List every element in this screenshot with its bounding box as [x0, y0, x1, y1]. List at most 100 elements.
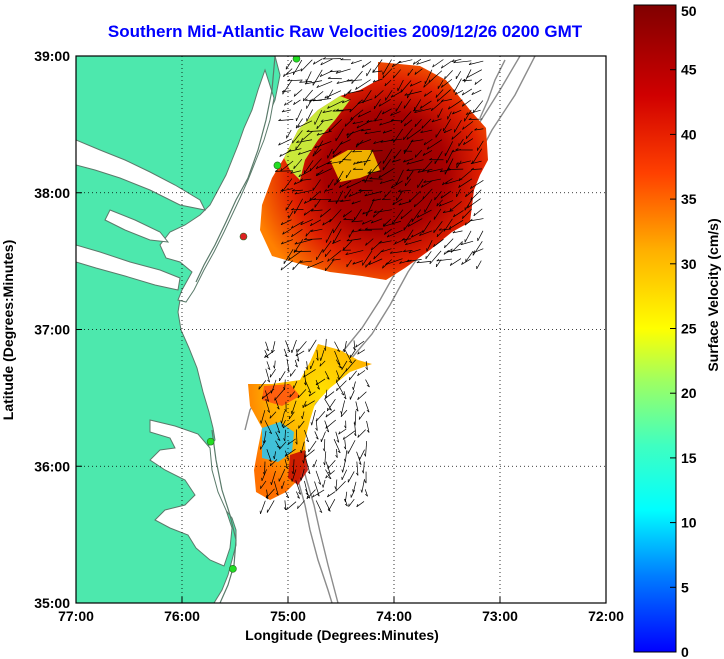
velocity-arrow — [458, 169, 472, 182]
velocity-arrowhead — [278, 118, 282, 121]
velocity-arrow — [310, 219, 322, 227]
velocity-arrow — [324, 391, 335, 399]
velocity-arrowhead — [455, 162, 459, 165]
velocity-arrow — [444, 141, 454, 157]
velocity-arrow — [294, 359, 298, 368]
velocity-arrow — [327, 250, 342, 262]
velocity-arrow — [422, 188, 433, 200]
velocity-arrow — [347, 471, 355, 483]
velocity-arrow — [411, 230, 424, 238]
velocity-arrow — [283, 249, 294, 265]
velocity-arrow — [271, 341, 276, 354]
velocity-arrowhead — [382, 223, 385, 227]
velocity-arrowhead — [279, 446, 281, 450]
velocity-arrow — [462, 121, 474, 130]
velocity-arrow — [308, 339, 317, 352]
velocity-arrowhead — [360, 489, 363, 493]
velocity-arrowhead — [385, 262, 388, 265]
velocity-arrowhead — [294, 241, 298, 245]
velocity-arrow — [426, 168, 443, 173]
velocity-arrowhead — [284, 409, 287, 412]
velocity-arrow — [472, 100, 484, 113]
velocity-arrow — [406, 168, 423, 171]
velocity-arrowhead — [458, 177, 461, 181]
velocity-arrow — [305, 459, 311, 474]
velocity-arrow — [364, 489, 368, 497]
station-marker — [273, 161, 282, 170]
velocity-arrow — [275, 440, 280, 448]
velocity-arrow — [469, 218, 484, 222]
velocity-arrowhead — [403, 136, 405, 140]
velocity-arrow — [364, 401, 370, 413]
velocity-arrow — [275, 431, 281, 441]
velocity-arrowhead — [413, 204, 416, 208]
velocity-arrowhead — [327, 471, 331, 475]
velocity-arrowhead — [451, 59, 455, 62]
velocity-arrowhead — [440, 195, 443, 199]
velocity-arrowhead — [419, 105, 422, 109]
velocity-arrow — [335, 479, 338, 490]
velocity-arrowhead — [313, 197, 317, 200]
velocity-arrow — [390, 138, 403, 141]
velocity-arrow — [384, 228, 392, 235]
velocity-arrowhead — [266, 348, 269, 352]
velocity-arrowhead — [269, 463, 272, 467]
velocity-arrowhead — [466, 75, 469, 79]
velocity-arrowhead — [340, 410, 342, 415]
velocity-arrow — [464, 230, 472, 243]
velocity-arrowhead — [444, 244, 446, 248]
colorbar-tick-label: 10 — [681, 515, 697, 531]
velocity-arrowhead — [406, 136, 409, 140]
velocity-arrow — [461, 258, 471, 265]
velocity-arrowhead — [295, 364, 298, 368]
velocity-arrowhead — [339, 184, 342, 188]
velocity-arrow — [315, 500, 323, 513]
velocity-arrow — [313, 459, 317, 468]
velocity-arrowhead — [455, 148, 459, 151]
velocity-arrowhead — [346, 132, 349, 136]
velocity-arrow — [346, 129, 363, 136]
velocity-arrow — [284, 379, 286, 390]
velocity-arrow — [406, 129, 422, 140]
velocity-arrow — [314, 140, 332, 149]
velocity-arrowhead — [266, 399, 269, 402]
velocity-arrowhead — [420, 130, 424, 133]
velocity-arrow — [352, 260, 364, 265]
velocity-arrowhead — [465, 193, 467, 197]
velocity-arrow — [352, 481, 357, 493]
velocity-arrow — [382, 129, 393, 134]
velocity-arrow — [266, 500, 275, 513]
velocity-arrow — [322, 479, 326, 488]
velocity-arrow — [335, 359, 342, 369]
velocity-arrowhead — [344, 503, 348, 507]
velocity-arrow — [352, 381, 356, 390]
velocity-arrow — [300, 219, 313, 226]
velocity-arrowhead — [300, 222, 303, 226]
velocity-arrow — [372, 198, 382, 202]
velocity-arrowhead — [336, 108, 339, 111]
velocity-arrow — [420, 129, 433, 134]
velocity-arrowhead — [327, 494, 330, 498]
velocity-arrowhead — [403, 159, 406, 163]
velocity-arrowhead — [290, 410, 293, 414]
velocity-arrow — [302, 400, 307, 409]
velocity-arrowhead — [338, 366, 342, 369]
velocity-arrow — [344, 498, 348, 507]
velocity-arrowhead — [392, 201, 395, 205]
velocity-arrow — [288, 411, 295, 420]
velocity-arrowhead — [356, 161, 359, 164]
velocity-arrowhead — [383, 224, 386, 227]
velocity-arrow — [433, 221, 443, 233]
velocity-arrow — [390, 90, 404, 98]
velocity-arrow — [465, 109, 481, 115]
velocity-arrow — [344, 439, 347, 450]
velocity-arrowhead — [297, 152, 301, 155]
velocity-arrow — [344, 450, 348, 462]
velocity-arrow — [293, 180, 303, 185]
velocity-arrowhead — [414, 154, 417, 158]
grid-lines — [76, 56, 606, 603]
velocity-arrowhead — [382, 111, 385, 115]
velocity-arrow — [363, 461, 365, 474]
